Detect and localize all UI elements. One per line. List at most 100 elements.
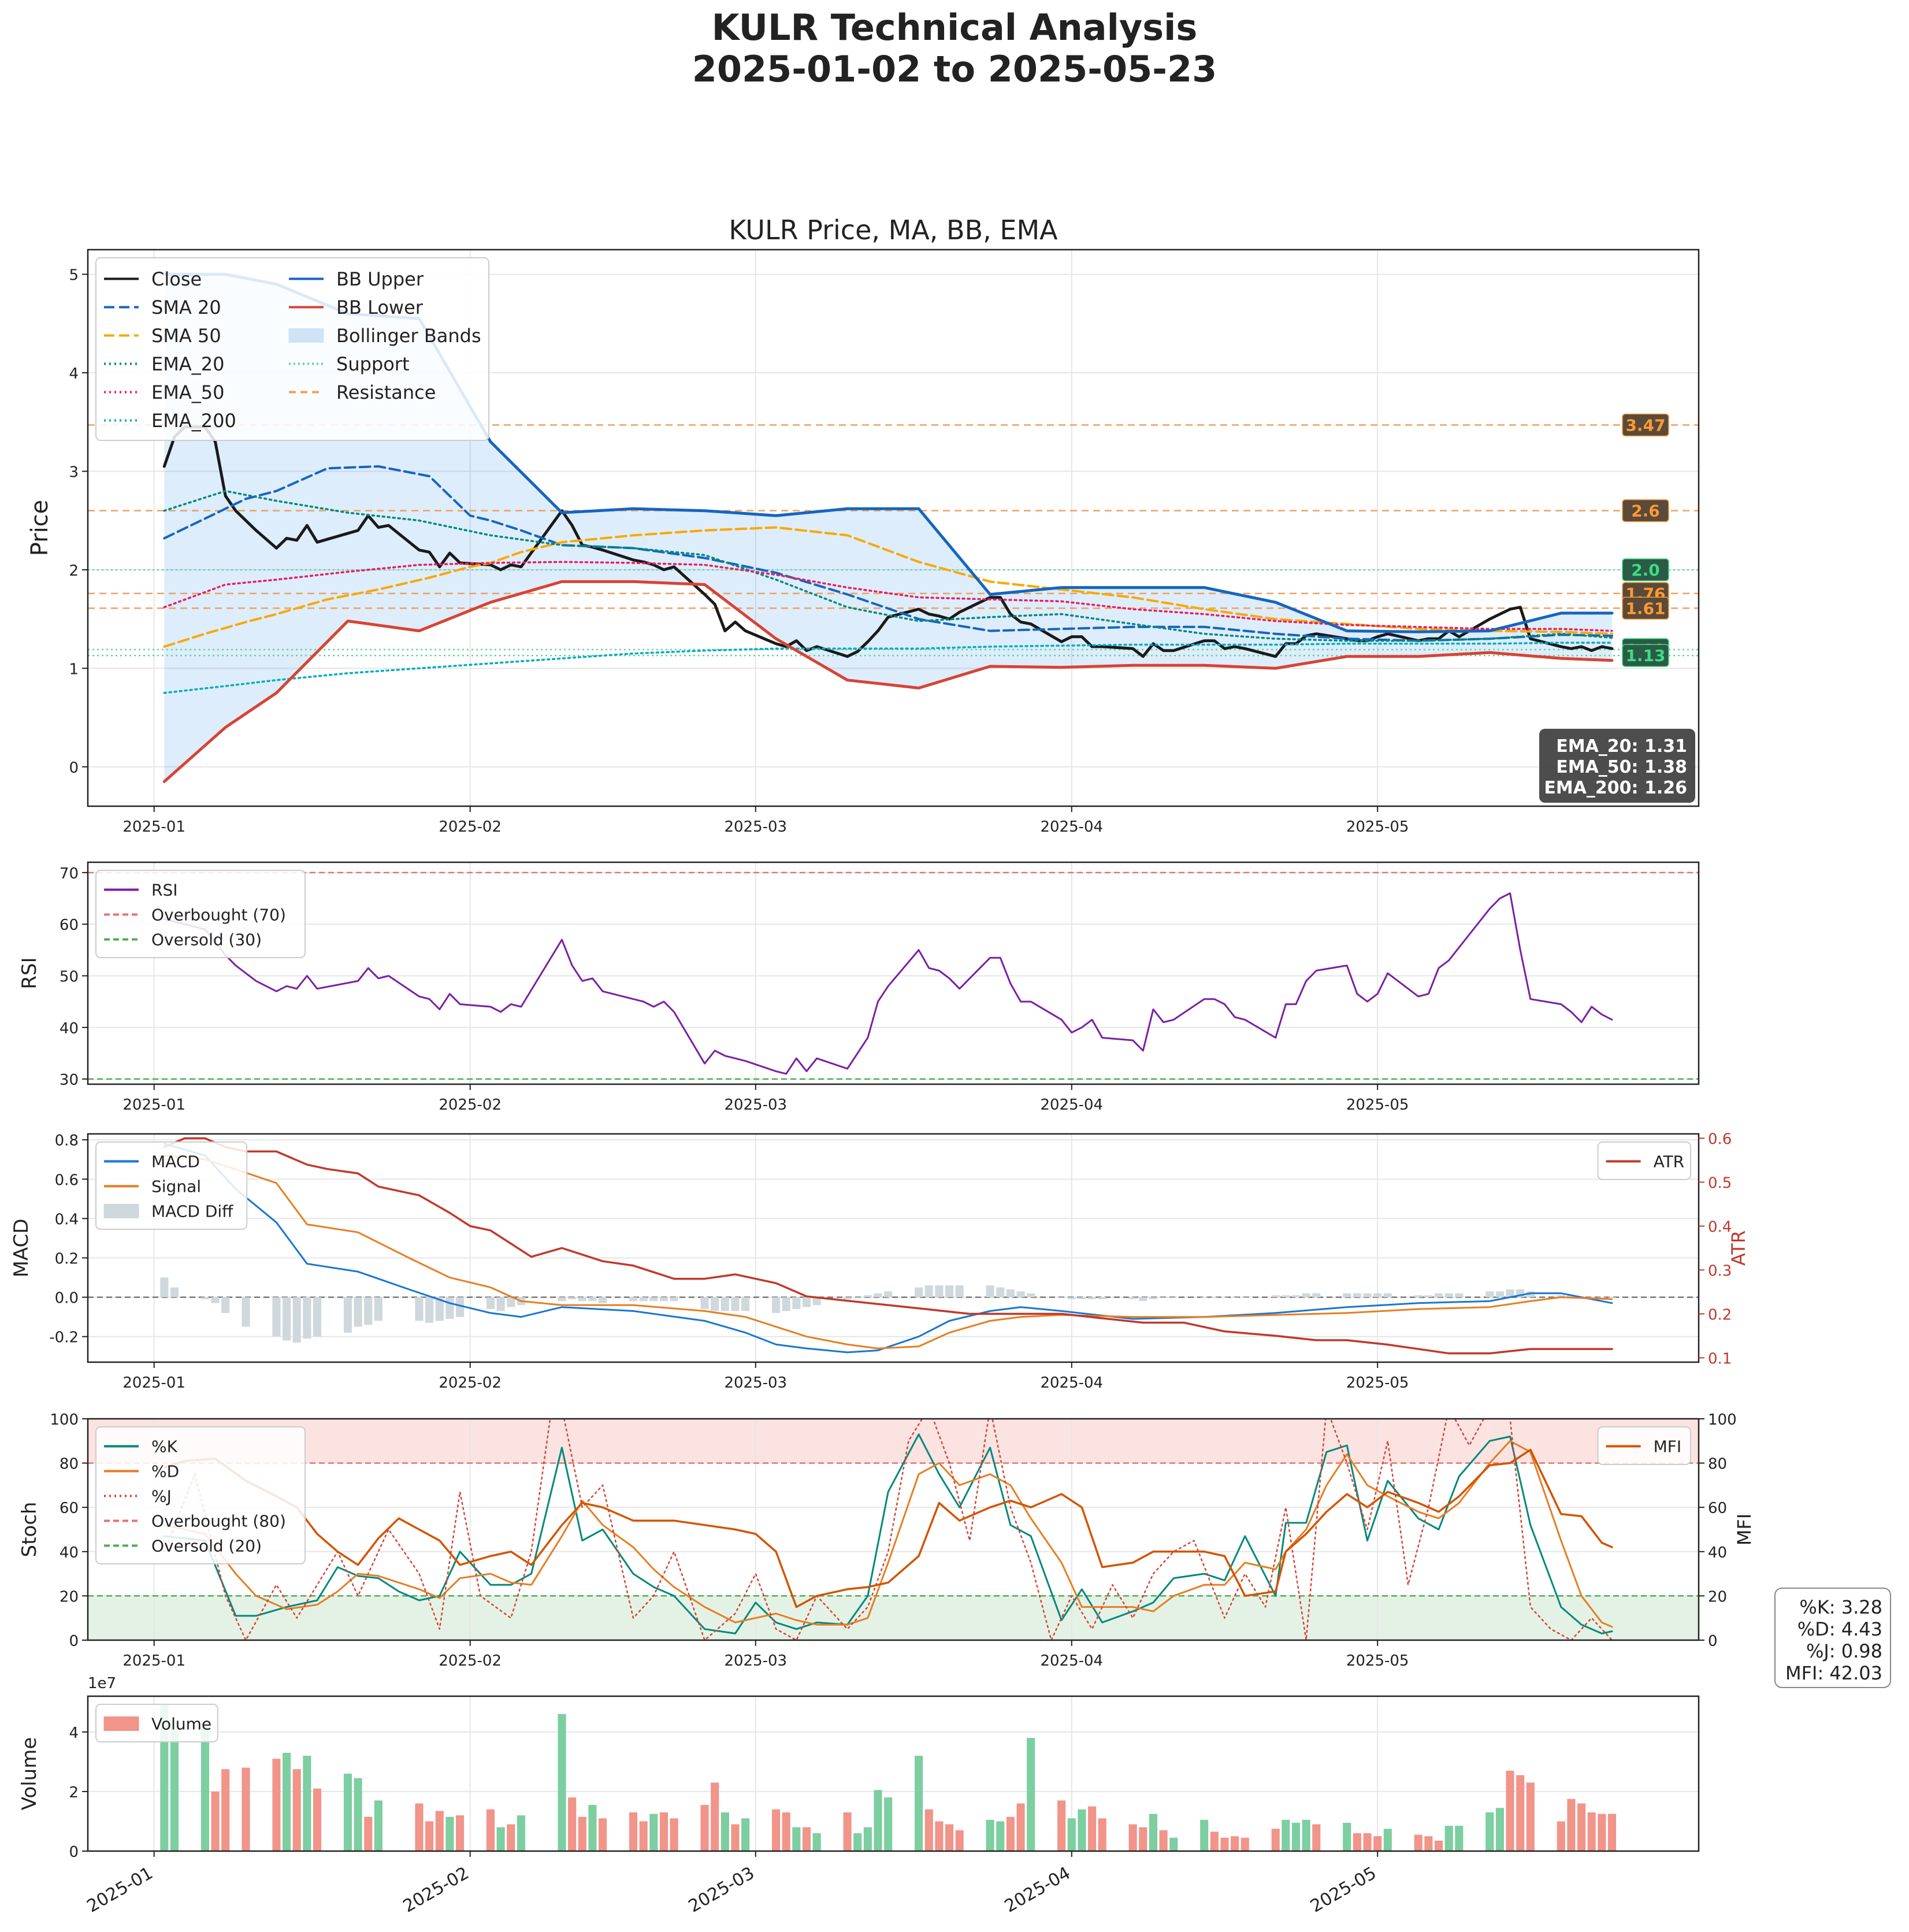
bar-volume-5 bbox=[242, 1767, 250, 1851]
bar-macd-83 bbox=[1383, 1293, 1392, 1297]
bar-volume-56 bbox=[1006, 1816, 1015, 1851]
x-tick-label-2025-04: 2025-04 bbox=[1040, 1652, 1103, 1670]
x-tick-label-2025-05: 2025-05 bbox=[1346, 818, 1409, 836]
bar-volume-99 bbox=[1607, 1814, 1617, 1851]
bar-macd-60 bbox=[1067, 1297, 1076, 1300]
legend-price: Close SMA 20 SMA 50 EMA_20 EMA_50 EMA_200 BB U… bbox=[95, 257, 489, 441]
x-tick-label-2025-05: 2025-05 bbox=[1307, 1863, 1380, 1917]
series-macd bbox=[163, 1143, 1613, 1353]
bar-macd-47 bbox=[874, 1293, 882, 1297]
legend-label-rsi: RSI bbox=[151, 881, 178, 900]
x-tick-label-2025-02: 2025-02 bbox=[439, 1374, 502, 1392]
bar-macd-86 bbox=[1434, 1293, 1443, 1297]
bar-volume-82 bbox=[1373, 1836, 1382, 1851]
level-label-1-61: 1.61 bbox=[1622, 596, 1669, 620]
bar-macd-88 bbox=[1455, 1293, 1464, 1297]
bar-volume-29 bbox=[629, 1812, 638, 1851]
zone-stoch-1 bbox=[88, 1596, 1699, 1640]
panel-stoch: 2025-01 2025-02 2025-03 2025-04 2025-05 0 20 40… bbox=[18, 1411, 1755, 1670]
bar-volume-93 bbox=[1526, 1782, 1535, 1851]
bar-volume-12 bbox=[354, 1778, 362, 1851]
plot-area-rsi bbox=[88, 862, 1699, 1084]
bar-volume-26 bbox=[578, 1816, 586, 1851]
bar-volume-44 bbox=[843, 1812, 852, 1851]
legend-item-volume: Volume bbox=[103, 1715, 211, 1734]
y-axis-title-price: Price bbox=[27, 500, 53, 557]
bar-volume-39 bbox=[772, 1809, 781, 1851]
frame-macd bbox=[87, 1133, 1700, 1363]
bar-volume-14 bbox=[374, 1800, 382, 1851]
bar-macd-5 bbox=[242, 1297, 250, 1327]
legend-macd-secondary: ATR bbox=[1597, 1141, 1692, 1180]
legend-frame bbox=[95, 257, 489, 441]
series-rsi bbox=[163, 892, 1613, 1075]
legend-label-overbought-70: Overbought (70) bbox=[151, 906, 286, 925]
legend-label-bollinger-bands: Bollinger Bands bbox=[336, 325, 481, 347]
legend-item-mfi: MFI bbox=[1606, 1437, 1681, 1456]
figure-title: KULR Technical Analysis 2025-01-02 to 20… bbox=[0, 7, 1909, 90]
bar-volume-88 bbox=[1455, 1826, 1464, 1851]
bar-volume-64 bbox=[1128, 1824, 1137, 1851]
bar-macd-50 bbox=[924, 1285, 933, 1297]
bar-macd-25 bbox=[568, 1297, 577, 1300]
bar-macd-16 bbox=[425, 1297, 434, 1323]
y-tick-label-70: 70 bbox=[60, 865, 79, 882]
bar-macd-29 bbox=[629, 1297, 638, 1301]
bar-macd-53 bbox=[955, 1285, 964, 1297]
bar-volume-92 bbox=[1516, 1775, 1525, 1851]
bar-macd-58 bbox=[1027, 1293, 1035, 1297]
y-axis-rsi: 30 40 50 60 70 bbox=[60, 865, 88, 1089]
y-tick-label-40: 40 bbox=[60, 1544, 79, 1562]
y-tick-label-0-6: 0.6 bbox=[55, 1171, 79, 1189]
bar-volume-73 bbox=[1241, 1837, 1249, 1851]
y-tick-label-4: 4 bbox=[69, 1725, 79, 1742]
legend-item-sma-20: SMA 20 bbox=[104, 296, 221, 318]
level-label-2-0: 2.0 bbox=[1622, 558, 1669, 581]
x-tick-label-2025-04: 2025-04 bbox=[1040, 1096, 1103, 1114]
bar-macd-52 bbox=[945, 1285, 954, 1297]
legend-label-macd: MACD bbox=[151, 1152, 200, 1171]
bar-macd-82 bbox=[1373, 1293, 1382, 1297]
bar-volume-16 bbox=[425, 1821, 434, 1851]
plot-area-price bbox=[88, 250, 1699, 806]
legend-label-ema-20: EMA_20 bbox=[151, 353, 224, 375]
frame-price bbox=[87, 249, 1700, 807]
legend-item-bb-upper: BB Upper bbox=[289, 268, 424, 290]
bar-macd-40 bbox=[782, 1297, 790, 1311]
bar-macd-99 bbox=[1607, 1297, 1617, 1298]
y2-tick-label-0-1: 0.1 bbox=[1708, 1350, 1732, 1367]
legend-item-j: %J bbox=[104, 1487, 172, 1506]
legend-item-sma-50: SMA 50 bbox=[104, 325, 221, 347]
panel-macd: 2025-01 2025-02 2025-03 2025-04 2025-05 -0.2 0… bbox=[10, 1131, 1750, 1392]
bar-volume-77 bbox=[1302, 1819, 1310, 1851]
bars-macd-diff bbox=[160, 1277, 1617, 1343]
series-sma-50 bbox=[163, 526, 1613, 648]
legend-item-k: %K bbox=[104, 1437, 178, 1456]
level-label-text: 2.6 bbox=[1631, 502, 1660, 521]
bar-macd-35 bbox=[711, 1297, 719, 1311]
y2-tick-label-0-6: 0.6 bbox=[1708, 1131, 1732, 1148]
bar-macd-22 bbox=[507, 1297, 515, 1307]
series-d bbox=[163, 1440, 1613, 1628]
stoch-info-line-1: %D: 4.43 bbox=[1797, 1618, 1882, 1640]
bar-macd-55 bbox=[996, 1287, 1005, 1297]
legend-label-bb-lower: BB Lower bbox=[336, 296, 424, 318]
bar-macd-30 bbox=[639, 1297, 648, 1301]
bar-macd-15 bbox=[415, 1297, 424, 1321]
series-k bbox=[163, 1433, 1613, 1634]
figure-title-line1: KULR Technical Analysis bbox=[711, 6, 1198, 49]
ema-info-line-1: EMA_50: 1.38 bbox=[1556, 757, 1687, 777]
bar-macd-79 bbox=[1343, 1293, 1351, 1297]
level-label-box bbox=[1622, 558, 1669, 581]
x-tick-label-2025-03: 2025-03 bbox=[724, 1096, 787, 1114]
legend-label-resistance: Resistance bbox=[336, 381, 436, 403]
y-axis-title-volume: Volume bbox=[18, 1737, 41, 1810]
bar-volume-91 bbox=[1506, 1770, 1514, 1851]
bar-macd-6 bbox=[272, 1297, 281, 1337]
bar-macd-34 bbox=[700, 1297, 709, 1310]
bar-volume-65 bbox=[1139, 1827, 1147, 1851]
bar-macd-66 bbox=[1149, 1297, 1158, 1300]
bar-macd-75 bbox=[1282, 1295, 1290, 1297]
